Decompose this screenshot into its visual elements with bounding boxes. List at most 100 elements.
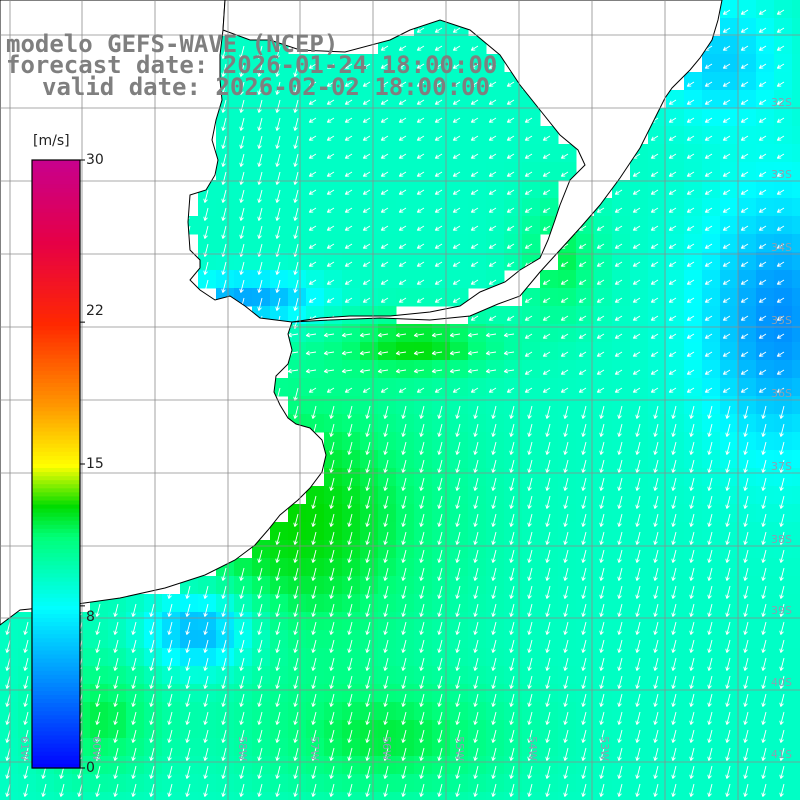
colorbar-band xyxy=(32,630,80,635)
colorbar-band xyxy=(32,504,80,510)
colorbar-band xyxy=(32,573,80,579)
wind-cell xyxy=(360,234,379,253)
wind-arrow xyxy=(704,243,713,249)
wind-cell xyxy=(342,450,361,469)
wind-arrow xyxy=(779,531,785,545)
wind-cell xyxy=(414,630,433,649)
wind-arrow xyxy=(614,189,623,195)
wind-arrow xyxy=(506,189,515,195)
wind-cell xyxy=(324,432,343,451)
wind-arrow xyxy=(704,81,713,87)
wind-cell xyxy=(306,126,325,145)
wind-cell xyxy=(396,450,415,469)
wind-cell xyxy=(216,108,235,127)
wind-cell xyxy=(702,702,721,721)
wind-cell xyxy=(252,198,271,217)
wind-arrow xyxy=(668,261,677,267)
wind-arrow xyxy=(419,531,425,545)
colorbar-band xyxy=(32,480,80,485)
wind-arrow xyxy=(383,783,389,797)
wind-cell xyxy=(648,252,667,271)
lon-label-55w: 55W xyxy=(452,736,466,761)
wind-cell xyxy=(468,378,487,397)
wind-arrow xyxy=(221,207,227,221)
wind-cell xyxy=(702,792,721,800)
wind-arrow xyxy=(545,783,551,797)
wind-cell xyxy=(414,414,433,433)
wind-cell xyxy=(378,684,397,703)
wind-cell xyxy=(414,126,433,145)
wind-arrow xyxy=(491,567,497,581)
wind-cell xyxy=(432,108,451,127)
wind-cell xyxy=(558,522,577,541)
wind-arrow xyxy=(635,495,641,509)
wind-arrow xyxy=(650,243,659,249)
wind-arrow xyxy=(779,639,785,653)
wind-arrow xyxy=(722,279,731,285)
wind-cell xyxy=(432,630,451,649)
wind-cell xyxy=(378,504,397,523)
wind-cell xyxy=(720,18,739,37)
wind-cell xyxy=(360,270,379,289)
wind-arrow xyxy=(329,459,335,473)
wind-arrow xyxy=(524,297,533,303)
wind-arrow xyxy=(275,549,281,563)
wind-arrow xyxy=(689,441,695,455)
wind-arrow xyxy=(707,423,713,437)
wind-cell xyxy=(216,234,235,253)
wind-arrow xyxy=(347,783,353,797)
wind-cell xyxy=(324,684,343,703)
wind-arrow xyxy=(308,81,317,87)
wind-arrow xyxy=(380,81,389,87)
wind-cell xyxy=(432,558,451,577)
wind-cell xyxy=(630,558,649,577)
wind-cell xyxy=(324,324,343,343)
wind-arrow xyxy=(473,675,479,689)
wind-arrow xyxy=(542,297,551,303)
wind-arrow xyxy=(311,405,317,419)
wind-arrow xyxy=(614,315,623,321)
wind-cell xyxy=(252,792,271,800)
wind-cell xyxy=(792,486,800,505)
wind-arrow xyxy=(527,657,533,671)
wind-cell xyxy=(756,648,775,667)
wind-cell xyxy=(486,630,505,649)
lon-label-53w: 53W xyxy=(597,736,611,761)
colorbar-band xyxy=(32,285,80,291)
wind-cell xyxy=(270,684,289,703)
wind-arrow xyxy=(758,171,767,177)
colorbar-band xyxy=(32,500,80,506)
wind-arrow xyxy=(599,783,605,797)
wind-arrow xyxy=(563,567,569,581)
wind-arrow xyxy=(473,549,479,563)
wind-arrow xyxy=(419,585,425,599)
wind-cell xyxy=(288,630,307,649)
wind-cell xyxy=(666,306,685,325)
wind-cell xyxy=(306,738,325,757)
wind-cell xyxy=(468,684,487,703)
wind-arrow xyxy=(503,368,515,374)
wind-cell xyxy=(702,288,721,307)
wind-arrow xyxy=(452,243,461,249)
wind-cell xyxy=(756,252,775,271)
wind-arrow xyxy=(41,783,47,797)
wind-cell xyxy=(756,198,775,217)
wind-cell xyxy=(756,432,775,451)
wind-cell xyxy=(774,198,793,217)
wind-cell xyxy=(108,720,127,739)
wind-arrow xyxy=(527,459,533,473)
wind-cell xyxy=(702,414,721,433)
wind-arrow xyxy=(581,441,587,455)
wind-arrow xyxy=(599,459,605,473)
wind-cell xyxy=(756,666,775,685)
wind-cell xyxy=(486,414,505,433)
wind-cell xyxy=(756,558,775,577)
wind-arrow xyxy=(563,549,569,563)
wind-cell xyxy=(360,720,379,739)
wind-arrow xyxy=(491,783,497,797)
wind-cell xyxy=(414,216,433,235)
wind-arrow xyxy=(419,513,425,527)
wind-arrow xyxy=(689,459,695,473)
wind-cell xyxy=(792,576,800,595)
wind-cell xyxy=(360,576,379,595)
